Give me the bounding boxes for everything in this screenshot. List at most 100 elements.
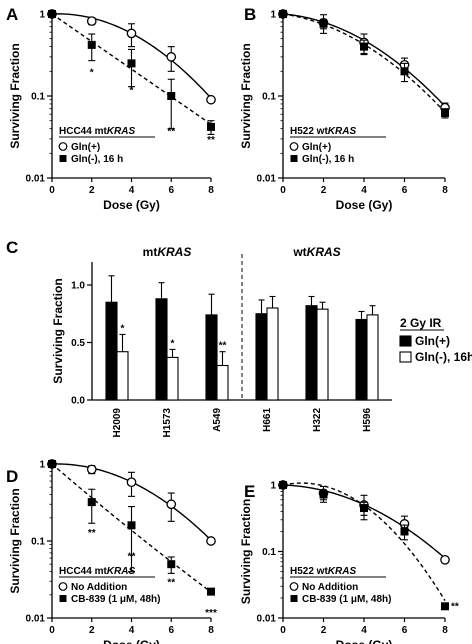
data-point-e-1 — [360, 504, 368, 513]
legend-title-e-part: H522 wt — [290, 566, 328, 577]
y-tick-label-b: 0.1 — [262, 92, 276, 103]
panel-letter-c: C — [6, 238, 18, 257]
significance-mark-d: ** — [167, 577, 175, 588]
data-point-a-0 — [206, 94, 216, 105]
series-line-b-0 — [282, 13, 446, 107]
legend-label-e: CB-839 (1 μM, 48h) — [302, 594, 391, 605]
legend-marker-d — [58, 582, 68, 591]
data-point-b-1 — [319, 19, 328, 28]
y-axis-title-a: Surviving Fraction — [8, 43, 22, 148]
data-point-d-1 — [167, 560, 176, 569]
category-label-c: H1573 — [162, 408, 173, 438]
category-label-c: H322 — [312, 408, 323, 432]
x-axis-title-a: Dose (Gy) — [103, 198, 160, 212]
x-tick-label-b: 8 — [442, 185, 448, 196]
legend-marker-b — [290, 155, 298, 162]
x-axis-title-d: Dose (Gy) — [103, 638, 160, 644]
panel-letter-b: B — [244, 5, 256, 24]
y-tick-label-c: 0.5 — [71, 338, 85, 349]
x-tick-label-e: 6 — [402, 625, 408, 636]
panel-letter-e: E — [244, 482, 255, 501]
x-tick-label-b: 0 — [280, 185, 286, 196]
legend-title-e: H522 wtKRAS — [290, 566, 356, 577]
data-point-a-0 — [86, 16, 97, 26]
significance-mark-d: ** — [88, 528, 96, 539]
bar-c-1 — [316, 308, 329, 401]
group-label-mt: mtKRAS — [143, 245, 192, 259]
bar-c-1 — [216, 364, 229, 401]
group-label-wt-part: wt — [292, 245, 306, 259]
group-label-wt-part: KRAS — [307, 245, 341, 259]
data-point-d-0 — [126, 477, 137, 488]
category-label-c: A549 — [212, 408, 223, 432]
significance-mark-a: ** — [167, 126, 175, 137]
bar-c-0 — [305, 305, 318, 401]
legend-label-a: Gln(+) — [71, 142, 100, 153]
y-tick-label-a: 0.01 — [26, 174, 46, 185]
data-point-b-1 — [400, 67, 409, 76]
category-label-c: H2009 — [112, 408, 123, 438]
x-tick-label-a: 0 — [49, 185, 55, 196]
significance-mark-d: ** — [128, 551, 136, 562]
y-tick-label-c: 0.0 — [71, 396, 85, 407]
x-tick-label-d: 4 — [129, 625, 135, 636]
significance-mark-e: ** — [451, 601, 459, 612]
legend-marker-e — [289, 582, 299, 591]
y-tick-label-d: 1 — [39, 460, 45, 471]
data-point-d-0 — [86, 464, 97, 475]
data-point-d-0 — [166, 499, 177, 510]
legend-label-c: Gln(-), 16h — [415, 350, 472, 364]
x-tick-label-e: 4 — [361, 625, 367, 636]
data-point-d-1 — [48, 460, 56, 468]
x-tick-label-d: 8 — [208, 625, 214, 636]
legend-label-a: Gln(-), 16 h — [71, 154, 123, 165]
bar-c-0 — [155, 298, 168, 401]
data-point-d-1 — [207, 587, 215, 596]
legend-title-a: HCC44 mtKRAS — [59, 126, 135, 137]
legend-swatch-c — [399, 335, 412, 347]
y-tick-label-b: 1 — [270, 10, 276, 21]
panel-letter-a: A — [6, 5, 18, 24]
data-point-a-0 — [166, 52, 177, 62]
significance-mark-a: * — [130, 86, 134, 97]
legend-title-d-part: KRAS — [107, 566, 136, 577]
legend-title-d: HCC44 mtKRAS — [59, 566, 135, 577]
y-axis-title-d: Surviving Fraction — [8, 488, 22, 593]
legend-label-d: No Addition — [71, 582, 127, 593]
legend-label-b: Gln(+) — [302, 142, 331, 153]
x-tick-label-b: 2 — [321, 185, 327, 196]
y-tick-label-d: 0.01 — [26, 614, 46, 625]
category-label-c: H596 — [362, 408, 373, 432]
legend-label-b: Gln(-), 16 h — [302, 154, 354, 165]
x-tick-label-a: 2 — [89, 185, 95, 196]
bar-c-0 — [205, 314, 218, 401]
data-point-b-1 — [279, 10, 287, 18]
x-tick-label-e: 2 — [321, 625, 327, 636]
y-axis-title-e: Surviving Fraction — [239, 499, 253, 604]
y-tick-label-e: 0.01 — [257, 614, 277, 625]
data-point-a-1 — [48, 10, 56, 18]
data-point-a-1 — [87, 40, 96, 49]
group-label-mt-part: mt — [143, 245, 158, 259]
y-tick-label-c: 1.0 — [71, 281, 85, 292]
data-point-d-1 — [87, 498, 96, 507]
bar-c-1 — [116, 351, 129, 401]
legend-marker-d — [59, 595, 67, 602]
legend-marker-a — [59, 155, 67, 162]
y-tick-label-a: 1 — [39, 10, 45, 21]
significance-mark-c: * — [171, 338, 175, 349]
legend-label-d: CB-839 (1 μM, 48h) — [71, 594, 160, 605]
y-axis-title-b: Surviving Fraction — [239, 43, 253, 148]
data-point-a-1 — [167, 92, 176, 100]
y-tick-label-d: 0.1 — [31, 537, 45, 548]
legend-label-c: Gln(+) — [415, 334, 450, 348]
significance-mark-a: ** — [207, 135, 215, 146]
legend-title-e-part: KRAS — [328, 566, 357, 577]
group-label-wt: wtKRAS — [292, 245, 340, 259]
series-line-a-1 — [51, 13, 212, 125]
significance-mark-a: * — [90, 67, 94, 78]
legend-marker-e — [290, 595, 298, 602]
legend-swatch-c — [399, 351, 412, 363]
legend-label-e: No Addition — [302, 582, 358, 593]
